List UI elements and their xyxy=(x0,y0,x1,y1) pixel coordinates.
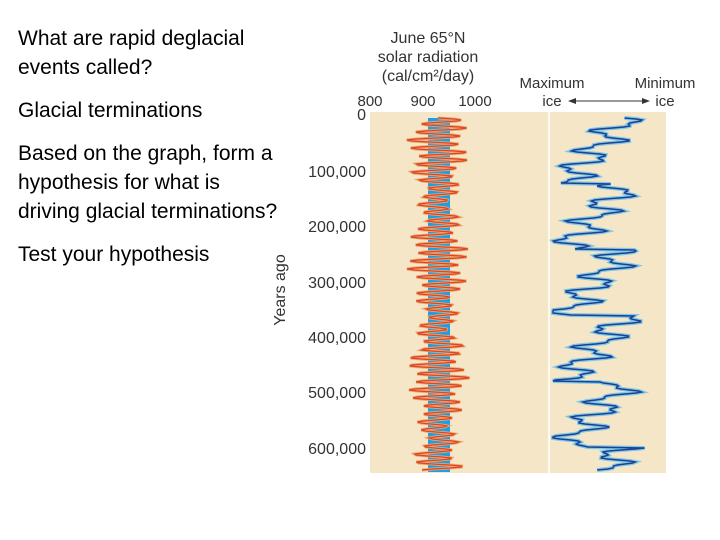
ice-max-label-2: ice xyxy=(542,93,561,110)
solar-title-2: solar radiation xyxy=(378,49,479,66)
solar-units: (cal/cm²/day) xyxy=(382,68,474,85)
solar-tick-800: 800 xyxy=(357,93,382,110)
solar-tick-1000: 1000 xyxy=(458,93,491,110)
ice-volume-curve xyxy=(548,116,650,472)
y-axis-label: Years ago xyxy=(272,254,289,326)
y-tick-0: 0 xyxy=(357,107,366,124)
task-text: Test your hypothesis xyxy=(18,243,210,266)
solar-title-1: June 65°N xyxy=(391,30,466,47)
solar-radiation-curve xyxy=(406,116,470,472)
answer-text: Glacial terminations xyxy=(18,99,203,122)
y-tick-100000: 100,000 xyxy=(308,164,366,181)
figure-panel xyxy=(370,112,666,473)
ice-min-label-2: ice xyxy=(655,93,674,110)
y-tick-600000: 600,000 xyxy=(308,441,366,458)
solar-tick-900: 900 xyxy=(410,93,435,110)
ice-curve-core xyxy=(551,117,645,471)
solar-curve-highlight xyxy=(406,117,470,471)
slide-text: What are rapid deglacial events called? … xyxy=(18,24,280,283)
y-tick-400000: 400,000 xyxy=(308,330,366,347)
ice-arrow xyxy=(568,98,650,104)
ice-min-label-1: Minimum xyxy=(635,75,696,92)
y-tick-200000: 200,000 xyxy=(308,219,366,236)
y-tick-300000: 300,000 xyxy=(308,275,366,292)
y-axis-ticks: 0 100,000 200,000 300,000 400,000 500,00… xyxy=(308,107,366,458)
y-tick-500000: 500,000 xyxy=(308,385,366,402)
question-text: What are rapid deglacial events called? xyxy=(18,27,245,79)
ice-max-label-1: Maximum xyxy=(519,75,584,92)
prompt-text: Based on the graph, form a hypothesis fo… xyxy=(18,142,278,223)
